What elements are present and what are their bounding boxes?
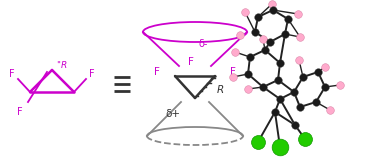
Text: F: F [9, 69, 15, 79]
Text: F: F [17, 107, 23, 117]
Text: F: F [188, 57, 194, 67]
Text: F: F [230, 67, 236, 77]
Text: F: F [154, 67, 160, 77]
Text: ''R: ''R [56, 60, 67, 69]
Text: δ-: δ- [198, 39, 208, 49]
Text: δ+: δ+ [166, 109, 181, 119]
Text: F: F [89, 69, 95, 79]
Text: R: R [217, 85, 224, 95]
